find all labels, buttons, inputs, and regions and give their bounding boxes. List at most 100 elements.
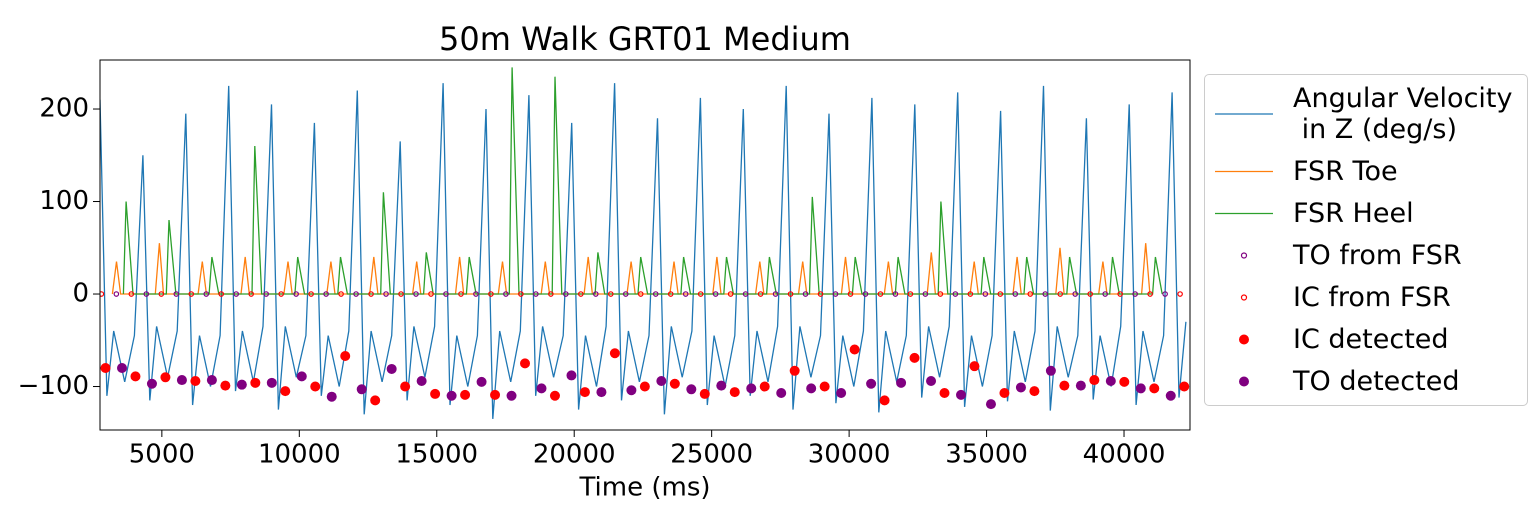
marker [609,348,620,359]
legend-handle [1240,252,1248,259]
marker [113,291,120,297]
marker [236,379,247,390]
x-tick-label: 20000 [533,440,616,470]
x-tick-label: 40000 [1083,440,1166,470]
marker [1045,365,1056,376]
marker [1087,291,1094,297]
marker [1027,291,1034,297]
legend-entry: IC detected [1205,324,1525,362]
marker [176,375,187,386]
x-tick-label: 35000 [945,440,1028,470]
legend-handle [1240,294,1248,301]
legend-label: IC from FSR [1293,282,1451,313]
marker [490,389,501,400]
marker [985,399,996,410]
marker [787,291,794,297]
series-line [100,83,1187,419]
marker [536,383,547,394]
series-line [111,243,1151,295]
marker [398,291,404,297]
legend-label: Angular Velocity in Z (deg/s) [1293,83,1513,145]
marker [116,363,127,374]
marker [218,291,225,297]
marker [533,291,539,297]
marker [656,375,667,386]
legend: Angular Velocity in Z (deg/s) FSR Toe FSR … [1204,74,1528,406]
marker [866,378,877,389]
marker [999,388,1010,398]
marker [772,291,779,297]
marker [1059,380,1070,391]
marker [939,388,950,398]
marker [1117,291,1123,297]
marker [356,384,367,395]
series-line [122,67,1163,295]
marker [909,352,920,363]
marker [566,370,577,381]
marker [446,390,457,401]
marker [1042,291,1049,297]
marker [669,378,680,389]
marker [100,363,111,374]
legend-entry: FSR Heel [1205,198,1525,236]
marker [458,291,464,297]
marker [1147,291,1153,297]
x-axis-label: Time (ms) [578,473,710,503]
marker [1089,375,1100,386]
marker [836,388,847,398]
marker [368,291,374,297]
legend-handle [1239,376,1249,387]
marker [413,291,419,297]
marker [922,291,929,297]
x-tick-label: 15000 [395,440,478,470]
marker [892,291,899,297]
marker [607,291,614,297]
marker [952,291,959,297]
chart-title: 50m Walk GRT01 Medium [439,20,851,58]
marker [969,361,980,372]
marker [248,291,254,297]
y-tick-label: 100 [39,186,89,216]
marker [817,291,824,297]
marker [280,386,291,397]
marker [896,377,907,388]
marker [476,376,487,387]
x-tick-label: 25000 [670,440,753,470]
marker [143,291,150,297]
marker [982,291,989,297]
legend-marker [1240,252,1248,259]
marker [592,291,599,297]
marker [937,291,944,297]
marker [310,381,321,392]
marker [746,383,757,394]
marker [742,291,749,297]
marker [716,380,727,391]
marker [146,378,157,389]
marker [997,291,1004,297]
marker [548,291,554,297]
marker [323,291,329,297]
marker [697,291,704,297]
marker [278,291,284,297]
marker [1179,381,1190,392]
marker [173,291,180,297]
marker [579,387,590,398]
marker [520,358,531,369]
legend-entry: FSR Toe [1205,156,1525,194]
marker [757,291,764,297]
marker [266,377,277,388]
marker [1165,390,1176,401]
marker [847,291,854,297]
marker [806,383,817,394]
marker [1132,291,1138,297]
marker [353,291,359,297]
marker [549,390,560,401]
marker [518,291,524,297]
marker [729,387,740,398]
marker [849,344,860,355]
marker [1162,291,1168,297]
marker [1072,291,1079,297]
marker [233,291,240,297]
marker [877,291,884,297]
